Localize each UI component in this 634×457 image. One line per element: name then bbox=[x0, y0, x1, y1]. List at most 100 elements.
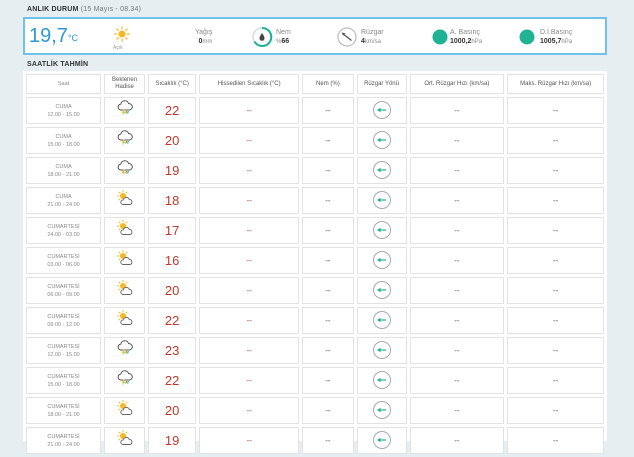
humidity-value: -- bbox=[302, 277, 354, 304]
current-conditions-date: (15 Mayıs - 08.34) bbox=[80, 6, 142, 13]
avg-wind-value: -- bbox=[409, 127, 505, 154]
wind-arrow-icon bbox=[372, 221, 391, 240]
max-wind-value: -- bbox=[507, 217, 604, 244]
header-feels-like: Hissedilen Sıcaklık (°C) bbox=[199, 74, 300, 94]
thunderstorm-cloud-icon bbox=[116, 340, 134, 361]
humidity-value: 66 bbox=[281, 38, 290, 45]
time-range: 15.00 - 18.00 bbox=[47, 141, 80, 148]
wind-arrow-icon bbox=[372, 191, 391, 210]
time-cell: CUMA 18.00 - 21.00 bbox=[26, 157, 102, 184]
pressure-icon bbox=[429, 26, 451, 53]
wind-direction-icon bbox=[336, 26, 358, 53]
event-cell bbox=[104, 427, 146, 454]
time-cell: CUMARTESİ 24.00 - 03.00 bbox=[26, 217, 102, 244]
humidity-value: -- bbox=[302, 307, 354, 334]
feels-like-value: -- bbox=[199, 367, 300, 394]
thunderstorm-cloud-icon bbox=[116, 370, 134, 391]
current-temp-value: 19,7 bbox=[29, 25, 68, 47]
pressure-value: 1000,2 bbox=[450, 38, 472, 45]
current-temp-unit: °C bbox=[67, 33, 79, 43]
wind-unit: km/sa bbox=[364, 39, 381, 45]
feels-like-value: -- bbox=[199, 277, 300, 304]
sea-level-pressure-value: 1005,7 bbox=[540, 38, 562, 45]
wind-arrow-icon bbox=[372, 341, 391, 360]
humidity-value: -- bbox=[302, 367, 354, 394]
temperature-value: 22 bbox=[148, 307, 197, 334]
feels-like-value: -- bbox=[199, 127, 300, 154]
hourly-forecast-table: Saat Beklenen Hadise Sıcaklık (°C) Hissed… bbox=[23, 71, 607, 457]
feels-like-value: -- bbox=[199, 187, 300, 214]
wind-arrow-icon bbox=[372, 161, 391, 180]
header-time: Saat bbox=[26, 74, 102, 94]
temperature-value: 23 bbox=[148, 337, 197, 364]
time-range: 18.00 - 21.00 bbox=[47, 171, 80, 178]
thunderstorm-cloud-icon bbox=[116, 160, 134, 181]
humidity-value: -- bbox=[302, 187, 354, 214]
time-range: 18.00 - 21.00 bbox=[47, 411, 80, 418]
table-row: CUMA 12.00 - 15.00 22 -- -- -- -- bbox=[26, 97, 604, 124]
header-event-line2: Hadise bbox=[115, 84, 134, 90]
day-label: CUMARTESİ bbox=[47, 313, 80, 320]
feels-like-value: -- bbox=[199, 157, 300, 184]
current-conditions-title: ANLIK DURUM (15 Mayıs - 08.34) bbox=[27, 6, 141, 13]
partly-cloudy-icon bbox=[116, 220, 134, 241]
max-wind-value: -- bbox=[507, 337, 604, 364]
event-cell bbox=[104, 307, 146, 334]
feels-like-value: -- bbox=[199, 217, 300, 244]
wind-direction-cell bbox=[356, 397, 407, 424]
avg-wind-value: -- bbox=[409, 337, 505, 364]
avg-wind-value: -- bbox=[409, 427, 505, 454]
time-cell: CUMARTESİ 12.00 - 15.00 bbox=[26, 337, 102, 364]
header-max-wind: Maks. Rüzgar Hızı (km/sa) bbox=[507, 74, 604, 94]
max-wind-value: -- bbox=[507, 187, 604, 214]
time-range: 12.00 - 15.00 bbox=[47, 111, 80, 118]
wind-direction-cell bbox=[356, 427, 407, 454]
day-label: CUMARTESİ bbox=[47, 283, 80, 290]
humidity-unit: % bbox=[276, 39, 282, 45]
avg-wind-value: -- bbox=[409, 217, 505, 244]
event-cell bbox=[104, 277, 146, 304]
sea-level-pressure-label: D.İ.Basınç bbox=[540, 29, 573, 36]
max-wind-value: -- bbox=[507, 247, 604, 274]
table-row: CUMARTESİ 03.00 - 06.00 16 -- -- -- -- bbox=[26, 247, 604, 274]
time-cell: CUMARTESİ 15.00 - 18.00 bbox=[26, 367, 102, 394]
hourly-forecast-title: SAATLİK TAHMİN bbox=[27, 61, 89, 68]
event-cell bbox=[104, 217, 146, 244]
wind-direction-cell bbox=[356, 217, 407, 244]
day-label: CUMARTESİ bbox=[47, 403, 80, 410]
avg-wind-value: -- bbox=[409, 157, 505, 184]
feels-like-value: -- bbox=[199, 307, 300, 334]
wind-direction-cell bbox=[356, 307, 407, 334]
day-label: CUMA bbox=[55, 163, 72, 170]
day-label: CUMA bbox=[55, 193, 72, 200]
max-wind-value: -- bbox=[507, 127, 604, 154]
header-event-line1: Beklenen bbox=[112, 77, 138, 83]
temperature-value: 20 bbox=[148, 127, 197, 154]
wind-direction-cell bbox=[356, 337, 407, 364]
feels-like-value: -- bbox=[199, 337, 300, 364]
feels-like-value: -- bbox=[199, 247, 300, 274]
partly-cloudy-icon bbox=[116, 310, 134, 331]
hourly-forecast-panel: Saat Beklenen Hadise Sıcaklık (°C) Hissed… bbox=[23, 71, 607, 454]
table-row: CUMA 18.00 - 21.00 19 -- -- -- -- bbox=[26, 157, 604, 184]
temperature-value: 17 bbox=[148, 217, 197, 244]
wind-arrow-icon bbox=[372, 371, 391, 390]
precipitation-label: Yağış bbox=[195, 29, 213, 36]
wind-arrow-icon bbox=[372, 101, 391, 120]
time-cell: CUMA 21.00 - 24.00 bbox=[26, 187, 102, 214]
time-range: 12.00 - 15.00 bbox=[47, 351, 80, 358]
wind-direction-cell bbox=[356, 97, 407, 124]
thunderstorm-cloud-icon bbox=[116, 100, 134, 121]
temperature-value: 22 bbox=[148, 367, 197, 394]
event-cell bbox=[104, 127, 146, 154]
humidity-info: Nem %66 bbox=[276, 28, 291, 47]
humidity-value: -- bbox=[302, 157, 354, 184]
avg-wind-value: -- bbox=[409, 187, 505, 214]
time-range: 09.00 - 12.00 bbox=[47, 321, 80, 328]
weather-page: ANLIK DURUM (15 Mayıs - 08.34) 19,7°C Aç… bbox=[23, 6, 607, 454]
wind-arrow-icon bbox=[372, 281, 391, 300]
day-label: CUMARTESİ bbox=[47, 373, 80, 380]
precipitation-unit: mm bbox=[202, 39, 213, 45]
header-temperature: Sıcaklık (°C) bbox=[148, 74, 197, 94]
current-temperature: 19,7°C bbox=[29, 25, 78, 47]
